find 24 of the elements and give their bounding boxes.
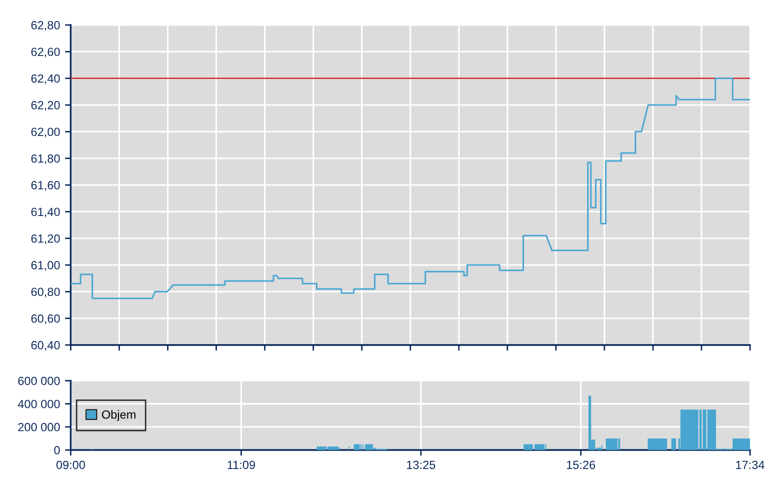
- y-tick-label: 62,60: [31, 48, 60, 58]
- y-tick-label: 600 000: [18, 376, 60, 386]
- x-tick-label: 11:09: [228, 460, 255, 470]
- x-tick-label: 09:00: [56, 460, 86, 470]
- line-series: [70, 78, 750, 300]
- y-tick-label: 61,40: [31, 208, 60, 218]
- y-tick-label: 62,20: [31, 101, 60, 111]
- x-tick-label: 13:25: [407, 460, 436, 470]
- x-tick-label: 17:34: [736, 460, 764, 470]
- y-tick-label: 200 000: [18, 422, 60, 432]
- legend-label: Objem: [102, 410, 136, 422]
- y-tick-label: 60,40: [31, 341, 60, 351]
- y-tick-label: 60,60: [31, 314, 60, 324]
- x-tick-label: 15:26: [566, 460, 596, 470]
- y-tick-label: 61,60: [31, 181, 60, 191]
- y-tick-label: 61,80: [31, 154, 60, 164]
- y-tick-label: 62,80: [31, 21, 60, 31]
- y-tick-label: 62,40: [31, 74, 60, 84]
- y-tick-label: 400 000: [18, 400, 60, 408]
- y-tick-label: 61,00: [31, 261, 60, 271]
- y-tick-label: 0: [54, 446, 60, 454]
- y-tick-label: 60,80: [31, 288, 60, 298]
- y-tick-label: 62,00: [31, 128, 60, 138]
- y-tick-label: 61,20: [31, 234, 60, 244]
